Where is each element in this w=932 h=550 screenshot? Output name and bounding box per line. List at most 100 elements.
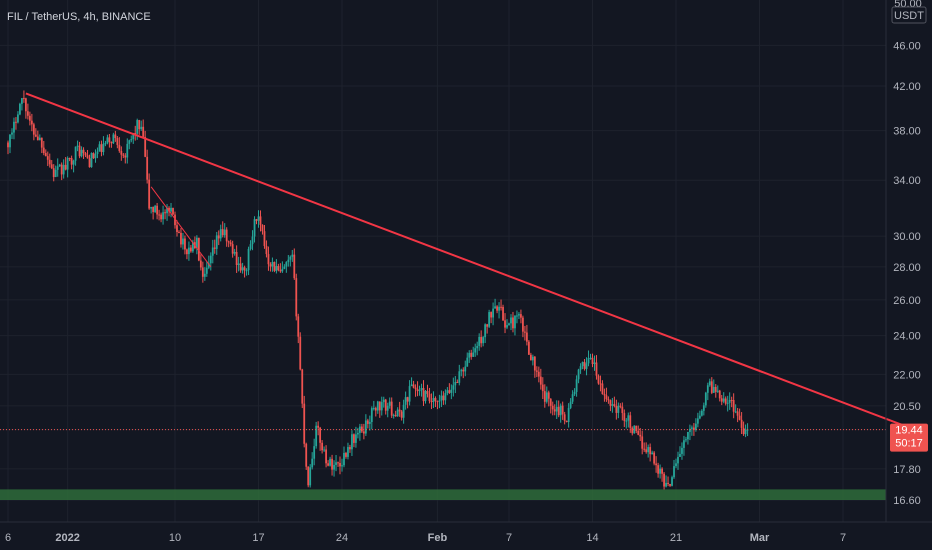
candle-up bbox=[494, 306, 496, 309]
candle-up bbox=[567, 407, 570, 423]
candle-down bbox=[539, 376, 542, 385]
candle-down bbox=[448, 390, 451, 393]
candle-down bbox=[201, 267, 204, 277]
candle-up bbox=[247, 248, 250, 271]
candle-down bbox=[36, 136, 39, 141]
candle-up bbox=[21, 98, 23, 104]
candle-up bbox=[571, 394, 574, 402]
candle-down bbox=[174, 214, 176, 226]
candle-down bbox=[384, 399, 387, 411]
candle-up bbox=[96, 151, 99, 155]
candle-down bbox=[480, 336, 483, 344]
candle-down bbox=[50, 164, 53, 169]
candle-down bbox=[462, 369, 465, 372]
candle-up bbox=[315, 425, 318, 447]
candle-down bbox=[732, 400, 735, 412]
candle-down bbox=[615, 406, 618, 413]
candle-up bbox=[311, 458, 314, 468]
candle-up bbox=[358, 426, 361, 433]
candle-down bbox=[100, 144, 103, 153]
candle-down bbox=[255, 219, 258, 221]
candle-down bbox=[229, 242, 232, 245]
candle-up bbox=[215, 235, 218, 249]
candle-down bbox=[623, 413, 626, 421]
trendlines bbox=[25, 92, 915, 431]
candle-down bbox=[595, 362, 598, 376]
candle-down bbox=[44, 153, 47, 157]
candle-up bbox=[585, 363, 588, 369]
candle-up bbox=[162, 212, 164, 220]
candle-up bbox=[627, 415, 630, 421]
candle-up bbox=[205, 267, 208, 274]
candle-down bbox=[549, 398, 552, 406]
candle-up bbox=[223, 229, 226, 236]
candle-up bbox=[364, 420, 367, 434]
candle-down bbox=[231, 244, 234, 254]
candle-down bbox=[520, 314, 522, 318]
candle-down bbox=[400, 411, 403, 418]
time-tick-label: 7 bbox=[506, 532, 512, 544]
candle-down bbox=[7, 142, 9, 148]
candle-up bbox=[386, 405, 389, 411]
candle-down bbox=[40, 137, 43, 148]
candle-up bbox=[516, 315, 518, 317]
candle-down bbox=[180, 232, 182, 245]
candle-down bbox=[345, 452, 347, 457]
candle-up bbox=[432, 398, 435, 403]
price-axis[interactable]: 16.60 17.80 20.50 22.00 24.00 26.00 28.00 30.00… bbox=[893, 40, 921, 507]
candle-up bbox=[132, 132, 135, 140]
candle-down bbox=[490, 312, 493, 318]
candle-up bbox=[102, 143, 105, 153]
candle-up bbox=[17, 114, 19, 123]
candle-up bbox=[80, 149, 83, 157]
candle-down bbox=[325, 449, 327, 464]
candle-up bbox=[253, 219, 256, 237]
candle-up bbox=[685, 439, 687, 441]
candle-up bbox=[382, 399, 385, 403]
candle-up bbox=[62, 164, 65, 175]
candle-down bbox=[172, 207, 174, 215]
main-trendline bbox=[25, 92, 915, 431]
candle-up bbox=[704, 392, 707, 406]
time-tick-label: 17 bbox=[252, 532, 264, 544]
time-tick-label: Mar bbox=[750, 532, 770, 544]
candle-up bbox=[335, 462, 337, 465]
candle-down bbox=[591, 357, 594, 364]
candle-up bbox=[333, 464, 335, 470]
candle-up bbox=[484, 324, 487, 338]
candle-up bbox=[722, 398, 725, 402]
candle-down bbox=[144, 136, 147, 157]
candle-down bbox=[160, 214, 162, 220]
candle-up bbox=[698, 415, 701, 419]
candle-up bbox=[182, 238, 184, 245]
candle-down bbox=[190, 247, 192, 252]
price-tick-label: 46.00 bbox=[893, 40, 921, 52]
candle-up bbox=[577, 369, 580, 380]
candle-down bbox=[524, 331, 526, 333]
candle-up bbox=[734, 411, 737, 413]
candle-down bbox=[360, 426, 363, 432]
candle-up bbox=[446, 390, 449, 394]
candle-up bbox=[712, 386, 715, 393]
candle-down bbox=[661, 468, 663, 474]
candle-down bbox=[629, 415, 632, 428]
candle-down bbox=[609, 400, 612, 406]
candle-up bbox=[683, 440, 685, 448]
candle-down bbox=[362, 431, 365, 434]
candle-down bbox=[23, 98, 25, 100]
candle-up bbox=[72, 160, 75, 165]
candle-down bbox=[279, 270, 282, 272]
currency-badge[interactable] bbox=[891, 6, 927, 24]
candle-up bbox=[506, 325, 508, 328]
candle-up bbox=[418, 390, 421, 392]
candle-down bbox=[456, 382, 459, 384]
candle-down bbox=[522, 317, 524, 332]
candle-up bbox=[104, 143, 107, 145]
candle-up bbox=[569, 401, 572, 408]
candle-down bbox=[607, 399, 610, 401]
candle-down bbox=[78, 145, 81, 157]
candle-down bbox=[527, 341, 530, 355]
time-axis[interactable]: 6 2022 10 17 24 Feb 7 14 21 Mar 7 bbox=[5, 532, 846, 544]
candle-down bbox=[605, 395, 608, 400]
